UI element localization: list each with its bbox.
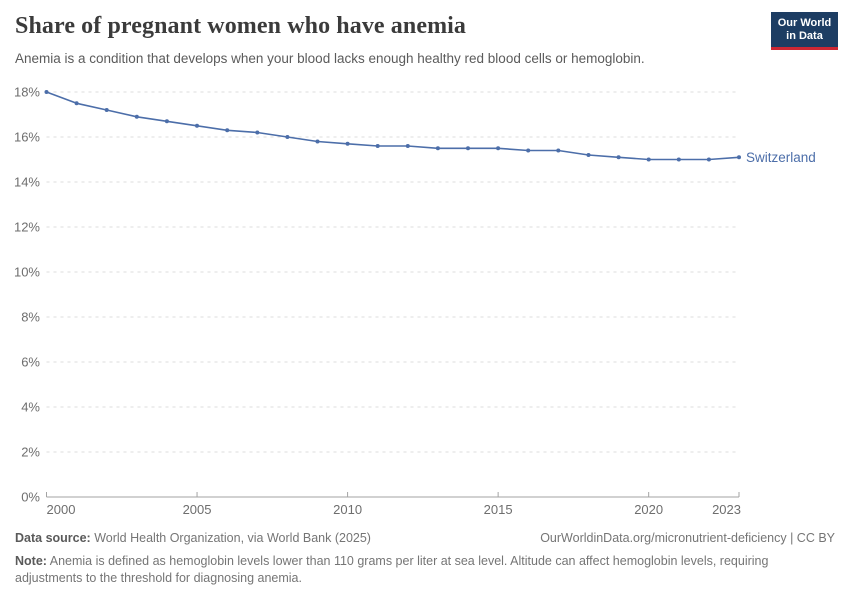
data-point[interactable] [586,153,591,157]
chart-note-text: Anemia is defined as hemoglobin levels l… [15,554,769,585]
x-tick-label: 2005 [183,502,212,517]
y-tick-label: 0% [21,490,40,505]
x-tick-label: 2010 [333,502,362,517]
data-point[interactable] [496,146,501,151]
x-tick-label: 2000 [47,502,76,517]
trend-line [45,91,740,161]
data-point[interactable] [646,157,651,162]
data-source: Data source: World Health Organization, … [15,531,371,545]
data-point[interactable] [164,119,169,124]
data-source-label: Data source: [15,531,91,545]
data-point[interactable] [526,148,531,153]
license-link[interactable]: OurWorldinData.org/micronutrient-deficie… [540,531,835,545]
data-point[interactable] [345,141,350,146]
y-tick-label: 8% [21,310,40,325]
page-title: Share of pregnant women who have anemia [15,13,467,39]
data-point[interactable] [706,157,711,162]
data-source-text: World Health Organization, via World Ban… [94,531,371,545]
data-point[interactable] [405,144,410,148]
data-point[interactable] [315,139,320,144]
y-tick-label: 6% [21,355,40,370]
data-point[interactable] [616,155,621,160]
data-point[interactable] [676,157,681,162]
data-point[interactable] [44,90,49,94]
data-point[interactable] [104,108,109,112]
y-tick-label: 18% [14,85,40,100]
data-point[interactable] [195,123,199,128]
x-tick-label: 2015 [484,502,513,517]
chart-footer: Data source: World Health Organization, … [15,531,835,586]
series-label[interactable]: Switzerland [746,150,816,165]
data-point[interactable] [737,155,741,160]
y-tick-label: 10% [14,265,40,280]
data-point[interactable] [285,135,290,139]
data-point[interactable] [556,148,561,153]
owid-logo: Our World in Data [771,12,838,50]
data-point[interactable] [225,128,230,133]
y-tick-label: 12% [14,220,40,235]
x-tick-label: 2020 [634,502,663,517]
logo-line1: Our World [777,17,832,29]
chart-note: Note: Anemia is defined as hemoglobin le… [15,553,807,586]
logo-line2: in Data [786,30,823,42]
data-point[interactable] [435,146,440,151]
data-point[interactable] [74,101,79,106]
data-point[interactable] [134,114,139,119]
y-tick-label: 14% [14,175,40,190]
data-point[interactable] [466,146,470,151]
data-point[interactable] [375,144,380,148]
chart-note-label: Note: [15,554,47,568]
x-tick-label: 2023 [712,502,741,517]
data-point[interactable] [255,130,260,135]
chart-subtitle: Anemia is a condition that develops when… [15,51,645,66]
y-tick-label: 16% [14,130,40,145]
y-tick-label: 4% [21,400,40,415]
y-tick-label: 2% [21,445,40,460]
